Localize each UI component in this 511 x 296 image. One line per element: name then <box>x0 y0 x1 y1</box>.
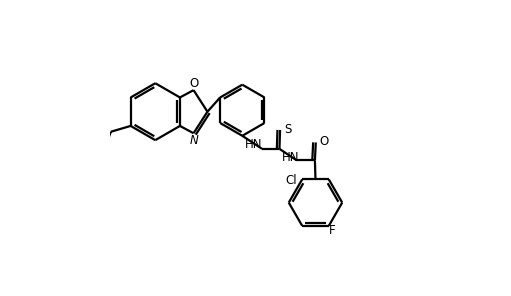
Text: S: S <box>284 123 291 136</box>
Text: HN: HN <box>282 151 299 164</box>
Text: N: N <box>190 134 198 147</box>
Text: O: O <box>319 135 329 148</box>
Text: O: O <box>189 77 198 90</box>
Text: HN: HN <box>245 138 262 151</box>
Text: Cl: Cl <box>285 174 297 187</box>
Text: F: F <box>329 224 335 237</box>
